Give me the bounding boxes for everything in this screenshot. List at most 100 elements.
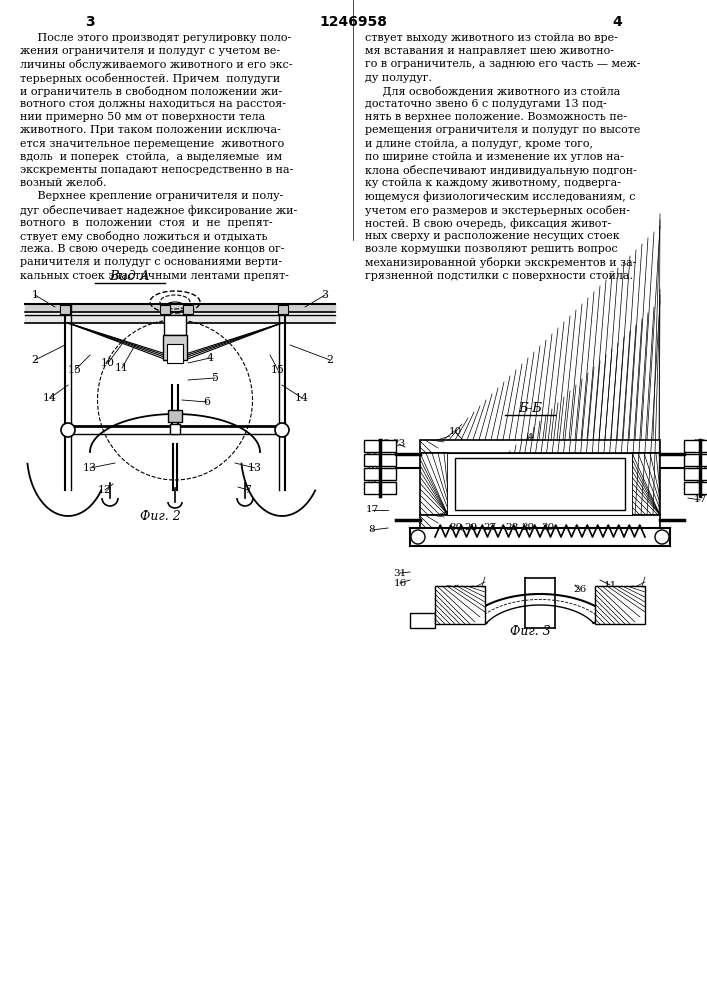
Circle shape: [275, 423, 289, 437]
Text: вотного стоя должны находиться на расстоя-: вотного стоя должны находиться на рассто…: [20, 99, 286, 109]
Text: 28: 28: [506, 522, 519, 532]
Bar: [684, 468, 707, 480]
Text: 30: 30: [542, 522, 554, 532]
Text: 8: 8: [368, 526, 375, 534]
Bar: [183, 305, 193, 314]
Text: 30: 30: [450, 522, 462, 532]
Text: ремещения ограничителя и полудуг по высоте: ремещения ограничителя и полудуг по высо…: [365, 125, 641, 135]
Bar: [170, 424, 180, 434]
Text: учетом его размеров и экстерьерных особен-: учетом его размеров и экстерьерных особе…: [365, 205, 630, 216]
Text: ку стойла к каждому животному, подверга-: ку стойла к каждому животному, подверга-: [365, 178, 621, 188]
Bar: [448, 453, 632, 515]
Text: 12: 12: [98, 485, 112, 495]
Text: ду полудуг.: ду полудуг.: [365, 73, 432, 83]
Text: 10: 10: [101, 358, 115, 368]
Text: 4: 4: [206, 353, 214, 363]
Text: 15: 15: [271, 365, 285, 375]
Text: Вид А: Вид А: [110, 270, 151, 283]
Text: возле кормушки позволяют решить вопрос: возле кормушки позволяют решить вопрос: [365, 244, 618, 254]
Circle shape: [655, 530, 669, 544]
Text: нии примерно 50 мм от поверхности тела: нии примерно 50 мм от поверхности тела: [20, 112, 265, 122]
Text: Фиг. 3: Фиг. 3: [510, 625, 550, 638]
Text: 27: 27: [484, 522, 496, 532]
Text: 17: 17: [694, 495, 706, 504]
Text: Для освобождения животного из стойла: Для освобождения животного из стойла: [365, 86, 620, 97]
Text: 29: 29: [464, 522, 478, 532]
Bar: [364, 454, 396, 466]
Text: 5: 5: [211, 373, 218, 383]
Bar: [364, 468, 396, 480]
Text: грязненной подстилки с поверхности стойла.: грязненной подстилки с поверхности стойл…: [365, 271, 633, 281]
Text: 1: 1: [32, 290, 38, 300]
Bar: [410, 613, 435, 628]
Text: 26: 26: [573, 585, 587, 594]
Text: 23: 23: [392, 440, 406, 448]
Text: 4: 4: [612, 15, 622, 29]
Bar: [278, 305, 288, 314]
Text: кальных стоек эластичными лентами препят-: кальных стоек эластичными лентами препят…: [20, 271, 289, 281]
Text: ностей. В свою очередь, фиксация живот-: ностей. В свою очередь, фиксация живот-: [365, 218, 612, 229]
Text: 19: 19: [366, 466, 379, 475]
Bar: [684, 440, 707, 452]
Text: 21: 21: [694, 478, 706, 487]
Bar: [60, 305, 70, 314]
Bar: [455, 458, 625, 510]
Text: 11: 11: [115, 363, 129, 373]
Circle shape: [61, 423, 75, 437]
Text: 21: 21: [366, 478, 379, 487]
Text: 13: 13: [83, 463, 97, 473]
Text: 3: 3: [85, 15, 95, 29]
Text: дуг обеспечивает надежное фиксирование жи-: дуг обеспечивает надежное фиксирование ж…: [20, 205, 297, 216]
Text: вотного  в  положении  стоя  и  не  препят-: вотного в положении стоя и не препят-: [20, 218, 273, 228]
Text: нять в верхнее положение. Возможность пе-: нять в верхнее положение. Возможность пе…: [365, 112, 627, 122]
Text: 14: 14: [295, 393, 309, 403]
Text: и длине стойла, а полудуг, кроме того,: и длине стойла, а полудуг, кроме того,: [365, 139, 593, 149]
Text: лежа. В свою очередь соединение концов ог-: лежа. В свою очередь соединение концов о…: [20, 244, 284, 254]
Text: жения ограничителя и полудуг с учетом ве-: жения ограничителя и полудуг с учетом ве…: [20, 46, 280, 56]
Text: 15: 15: [68, 365, 82, 375]
Text: 24: 24: [445, 585, 459, 594]
Text: личины обслуживаемого животного и его экс-: личины обслуживаемого животного и его эк…: [20, 59, 293, 70]
Bar: [632, 453, 660, 515]
Bar: [684, 454, 707, 466]
Text: 7: 7: [245, 485, 252, 495]
Bar: [420, 453, 448, 515]
Text: вдоль  и поперек  стойла,  а выделяемые  им: вдоль и поперек стойла, а выделяемые им: [20, 152, 282, 162]
Text: 4: 4: [527, 432, 533, 442]
Text: 31: 31: [393, 568, 407, 578]
Text: механизированной уборки экскрементов и за-: механизированной уборки экскрементов и з…: [365, 257, 636, 268]
Bar: [167, 344, 183, 363]
Text: 16: 16: [393, 578, 407, 587]
Bar: [420, 515, 660, 528]
Text: возный желоб.: возный желоб.: [20, 178, 107, 188]
Bar: [364, 440, 396, 452]
Text: ющемуся физиологическим исследованиям, с: ющемуся физиологическим исследованиям, с: [365, 191, 636, 202]
Text: достаточно звено 6 с полудугами 13 под-: достаточно звено 6 с полудугами 13 под-: [365, 99, 607, 109]
Text: мя вставания и направляет шею животно-: мя вставания и направляет шею животно-: [365, 46, 614, 56]
Text: животного. При таком положении исключа-: животного. При таком положении исключа-: [20, 125, 281, 135]
Text: экскременты попадают непосредственно в на-: экскременты попадают непосредственно в н…: [20, 165, 293, 175]
Bar: [364, 482, 396, 494]
Text: Верхнее крепление ограничителя и полу-: Верхнее крепление ограничителя и полу-: [20, 191, 284, 201]
Text: После этого производят регулировку поло-: После этого производят регулировку поло-: [20, 33, 291, 43]
Text: 13: 13: [248, 463, 262, 473]
Text: 14: 14: [43, 393, 57, 403]
Bar: [160, 305, 170, 314]
Text: ствует ему свободно ложиться и отдыхать: ствует ему свободно ложиться и отдыхать: [20, 231, 267, 242]
Text: 17: 17: [366, 506, 379, 514]
Text: терьерных особенностей. Причем  полудуги: терьерных особенностей. Причем полудуги: [20, 73, 280, 84]
Text: ется значительное перемещение  животного: ется значительное перемещение животного: [20, 139, 284, 149]
Bar: [595, 586, 645, 624]
Text: 10: 10: [448, 428, 462, 436]
Text: 22: 22: [694, 440, 706, 448]
Text: по ширине стойла и изменение их углов на-: по ширине стойла и изменение их углов на…: [365, 152, 624, 162]
Text: клона обеспечивают индивидуальную подгон-: клона обеспечивают индивидуальную подгон…: [365, 165, 637, 176]
Text: 3: 3: [322, 290, 329, 300]
Circle shape: [411, 530, 425, 544]
Bar: [163, 335, 187, 360]
Bar: [684, 482, 707, 494]
Text: го в ограничитель, а заднюю его часть — меж-: го в ограничитель, а заднюю его часть — …: [365, 59, 641, 69]
Text: и ограничитель в свободном положении жи-: и ограничитель в свободном положении жи-: [20, 86, 282, 97]
Bar: [435, 586, 485, 624]
Text: 6: 6: [204, 397, 211, 407]
